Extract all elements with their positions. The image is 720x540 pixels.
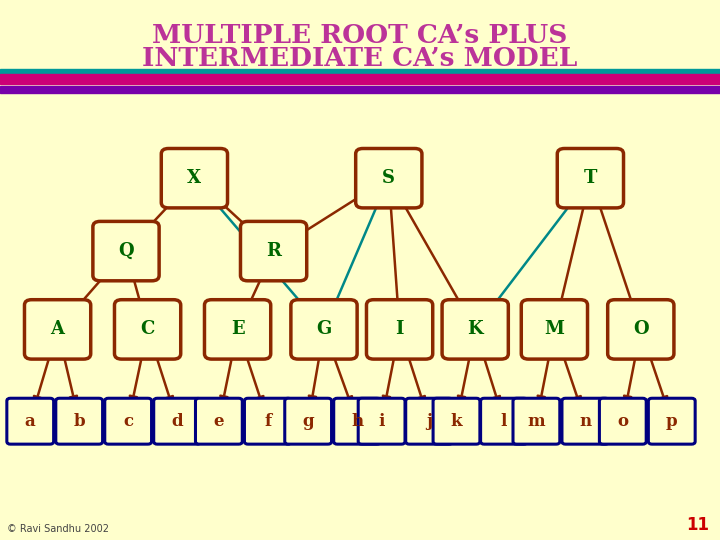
Text: INTERMEDIATE CA’s MODEL: INTERMEDIATE CA’s MODEL — [143, 46, 577, 71]
FancyBboxPatch shape — [359, 399, 405, 444]
Text: b: b — [73, 413, 85, 430]
Text: a: a — [25, 413, 35, 430]
FancyBboxPatch shape — [608, 300, 674, 359]
FancyBboxPatch shape — [649, 399, 696, 444]
FancyBboxPatch shape — [562, 399, 609, 444]
Text: I: I — [395, 320, 404, 339]
Text: E: E — [231, 320, 244, 339]
FancyBboxPatch shape — [513, 399, 560, 444]
Text: C: C — [140, 320, 155, 339]
Text: h: h — [351, 413, 363, 430]
FancyBboxPatch shape — [195, 399, 242, 444]
Text: X: X — [187, 169, 202, 187]
Text: p: p — [666, 413, 678, 430]
FancyBboxPatch shape — [161, 148, 228, 208]
Text: e: e — [214, 413, 224, 430]
Text: n: n — [580, 413, 591, 430]
Text: O: O — [633, 320, 649, 339]
Text: i: i — [379, 413, 384, 430]
FancyBboxPatch shape — [557, 148, 624, 208]
Text: g: g — [302, 413, 314, 430]
FancyBboxPatch shape — [114, 300, 181, 359]
FancyBboxPatch shape — [442, 300, 508, 359]
Text: M: M — [544, 320, 564, 339]
FancyBboxPatch shape — [93, 221, 159, 281]
FancyBboxPatch shape — [599, 399, 647, 444]
Bar — [0, 74, 720, 84]
FancyBboxPatch shape — [356, 148, 422, 208]
Text: S: S — [382, 169, 395, 187]
Text: MULTIPLE ROOT CA’s PLUS: MULTIPLE ROOT CA’s PLUS — [153, 23, 567, 48]
Bar — [0, 69, 720, 74]
FancyBboxPatch shape — [204, 300, 271, 359]
FancyBboxPatch shape — [154, 399, 200, 444]
Text: o: o — [617, 413, 629, 430]
FancyBboxPatch shape — [24, 300, 91, 359]
FancyBboxPatch shape — [366, 300, 433, 359]
Text: k: k — [451, 413, 462, 430]
Text: c: c — [123, 413, 133, 430]
FancyBboxPatch shape — [105, 399, 152, 444]
FancyBboxPatch shape — [56, 399, 103, 444]
FancyBboxPatch shape — [481, 399, 527, 444]
FancyBboxPatch shape — [240, 221, 307, 281]
FancyBboxPatch shape — [433, 399, 480, 444]
FancyBboxPatch shape — [521, 300, 588, 359]
Text: T: T — [584, 169, 597, 187]
Text: f: f — [264, 413, 271, 430]
Text: R: R — [266, 242, 281, 260]
Text: m: m — [528, 413, 545, 430]
FancyBboxPatch shape — [285, 399, 331, 444]
Text: j: j — [426, 413, 432, 430]
Text: G: G — [316, 320, 332, 339]
Text: A: A — [50, 320, 65, 339]
Text: K: K — [467, 320, 483, 339]
Text: © Ravi Sandhu 2002: © Ravi Sandhu 2002 — [7, 523, 109, 534]
Text: Q: Q — [118, 242, 134, 260]
FancyBboxPatch shape — [291, 300, 357, 359]
FancyBboxPatch shape — [333, 399, 380, 444]
Text: d: d — [171, 413, 183, 430]
FancyBboxPatch shape — [7, 399, 54, 444]
FancyBboxPatch shape — [406, 399, 453, 444]
Bar — [0, 86, 720, 93]
Text: l: l — [501, 413, 507, 430]
FancyBboxPatch shape — [244, 399, 291, 444]
Text: 11: 11 — [686, 516, 709, 534]
